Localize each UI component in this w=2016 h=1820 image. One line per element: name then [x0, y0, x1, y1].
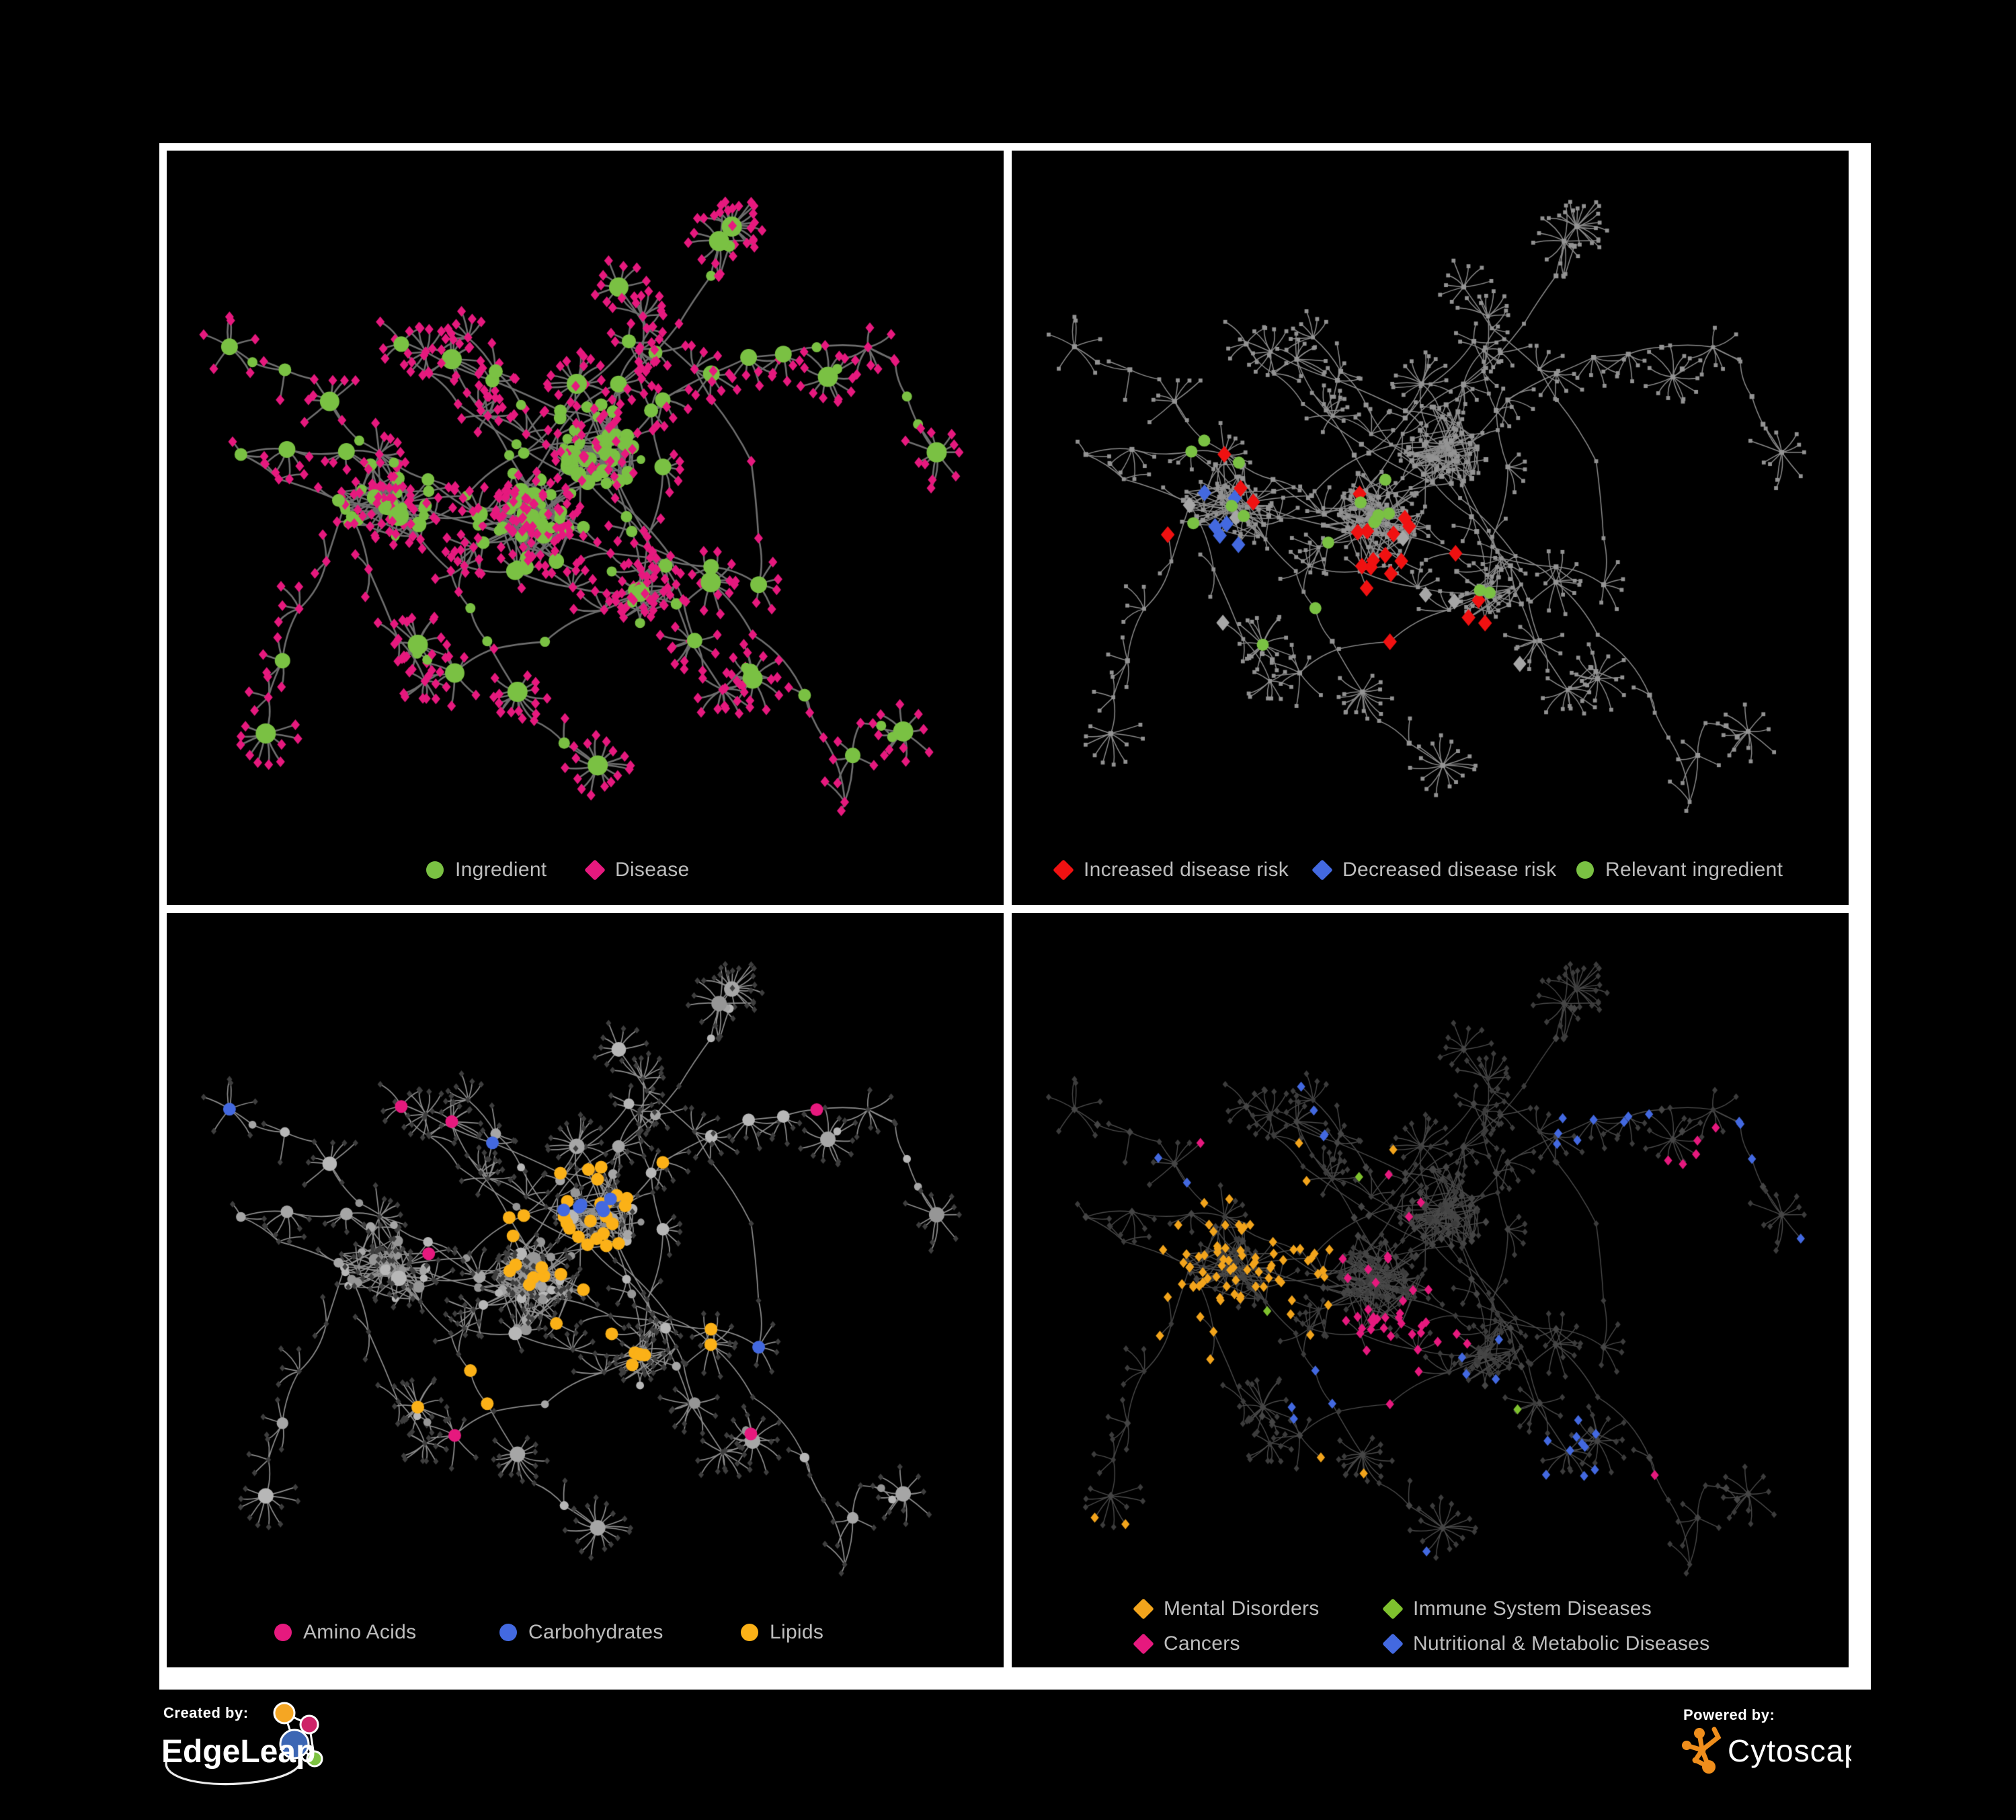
- edgeleap-node-magenta-icon: [299, 1714, 319, 1735]
- network-canvas-disease-categories: [1012, 913, 1849, 1667]
- network-canvas-ingredient-disease: [167, 151, 1004, 905]
- edgeleap-logo: Created by: EdgeLeap: [161, 1702, 323, 1786]
- powered-by-label: Powered by:: [1683, 1706, 1775, 1723]
- cytoscape-brand-text: Cytoscape: [1728, 1733, 1851, 1768]
- cytoscape-logo: Powered by: Cytoscape: [1682, 1706, 1851, 1774]
- edgeleap-node-blue-icon: [279, 1729, 310, 1759]
- panel-bottom-right: Mental Disorders Immune System Diseases Ca…: [1012, 913, 1849, 1667]
- panel-top-right: Increased disease risk Decreased disease …: [1012, 151, 1849, 905]
- network-canvas-ingredient-classes: [167, 913, 1004, 1667]
- panel-top-left: Ingredient Disease: [167, 151, 1004, 905]
- edgeleap-node-green-icon: [306, 1750, 323, 1768]
- edgeleap-swoosh: [165, 1753, 303, 1786]
- cytoscape-icon: [1682, 1727, 1722, 1774]
- edgeleap-node-orange-icon: [273, 1702, 296, 1725]
- edgeleap-brand-text: EdgeLeap: [161, 1734, 315, 1770]
- network-grid: Ingredient Disease Increased disease risk…: [159, 143, 1871, 1690]
- created-by-label: Created by:: [163, 1704, 249, 1721]
- panel-bottom-left: Amino Acids Carbohydrates Lipids: [167, 913, 1004, 1667]
- network-canvas-disease-risk: [1012, 151, 1849, 905]
